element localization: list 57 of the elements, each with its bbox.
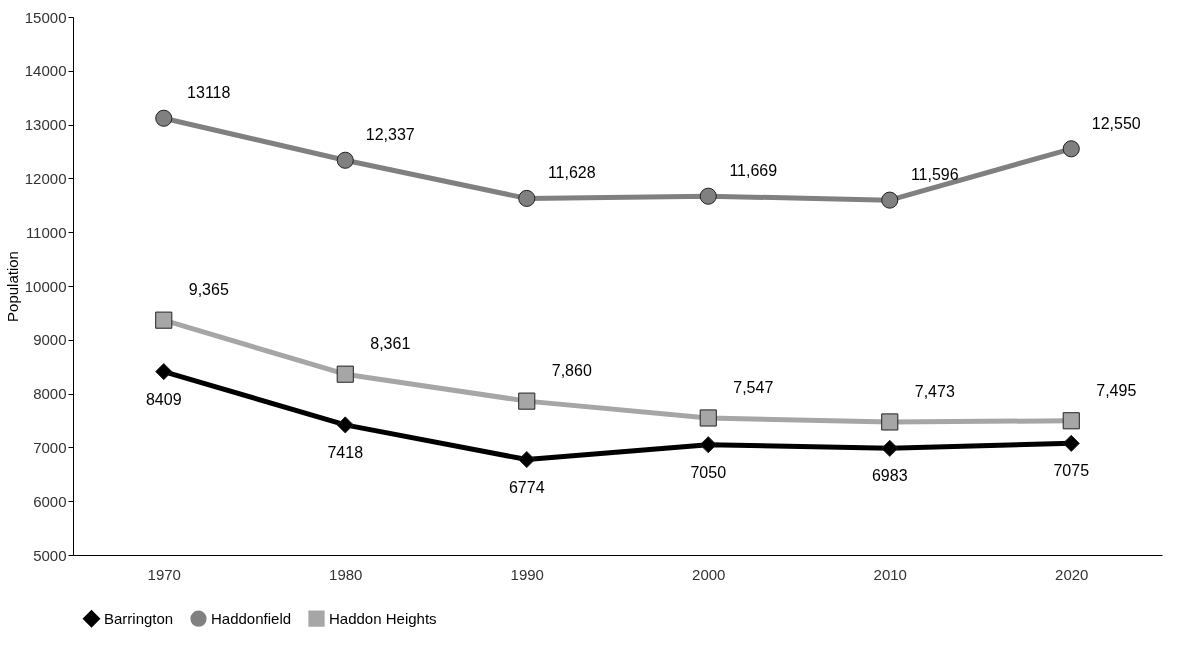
data-label: 7,495 bbox=[1096, 381, 1137, 399]
x-tick-label: 1980 bbox=[329, 565, 363, 583]
point bbox=[336, 416, 354, 434]
legend-label: Barrington bbox=[104, 609, 174, 627]
data-label: 11,596 bbox=[910, 166, 959, 184]
point bbox=[518, 451, 536, 469]
point bbox=[881, 413, 899, 431]
data-label: 12,337 bbox=[365, 126, 415, 144]
data-label: 8409 bbox=[145, 390, 182, 408]
y-tick-label: 11000 bbox=[25, 223, 67, 241]
point bbox=[699, 409, 717, 427]
y-tick-label: 7000 bbox=[33, 438, 67, 456]
y-tick-label: 9000 bbox=[33, 331, 67, 349]
y-tick-label: 14000 bbox=[24, 62, 67, 80]
data-label: 9,365 bbox=[188, 281, 229, 299]
point bbox=[336, 365, 354, 383]
y-tick-label: 15000 bbox=[24, 8, 67, 26]
data-label: 13118 bbox=[187, 84, 231, 102]
x-tick-label: 2000 bbox=[692, 565, 726, 583]
y-tick-label: 5000 bbox=[33, 546, 67, 564]
x-tick-label: 1970 bbox=[147, 565, 181, 583]
data-label: 12,550 bbox=[1091, 114, 1141, 132]
point bbox=[699, 436, 717, 454]
data-label: 6774 bbox=[508, 478, 545, 496]
legend-label: Haddon Heights bbox=[329, 609, 437, 627]
point bbox=[699, 187, 717, 205]
y-tick-label: 6000 bbox=[33, 492, 67, 510]
point bbox=[881, 439, 899, 457]
y-axis-title: Population bbox=[3, 251, 21, 322]
point bbox=[155, 363, 173, 381]
data-label: 11,669 bbox=[729, 162, 778, 180]
data-label: 7050 bbox=[690, 463, 727, 481]
data-label: 6983 bbox=[871, 467, 908, 485]
y-tick-label: 10000 bbox=[24, 277, 67, 295]
point bbox=[518, 189, 536, 207]
data-label: 7075 bbox=[1053, 462, 1090, 480]
data-label: 11,628 bbox=[547, 164, 596, 182]
point bbox=[881, 191, 899, 209]
point bbox=[518, 392, 536, 410]
point bbox=[336, 151, 354, 169]
point bbox=[155, 311, 173, 329]
y-tick-label: 13000 bbox=[24, 116, 67, 134]
x-tick-label: 2020 bbox=[1055, 565, 1089, 583]
data-label: 7418 bbox=[327, 443, 364, 461]
data-label: 7,547 bbox=[733, 378, 774, 396]
x-tick-label: 2010 bbox=[873, 565, 907, 583]
point bbox=[155, 109, 173, 127]
data-label: 8,361 bbox=[370, 335, 411, 353]
data-label: 7,860 bbox=[551, 362, 592, 380]
y-tick-label: 8000 bbox=[33, 385, 67, 403]
x-tick-label: 1990 bbox=[510, 565, 544, 583]
y-tick-label: 12000 bbox=[24, 169, 67, 187]
point bbox=[1062, 434, 1080, 452]
legend-label: Haddonfield bbox=[211, 609, 292, 627]
data-label: 7,473 bbox=[914, 382, 955, 400]
point bbox=[1062, 412, 1080, 430]
point bbox=[1062, 140, 1080, 158]
